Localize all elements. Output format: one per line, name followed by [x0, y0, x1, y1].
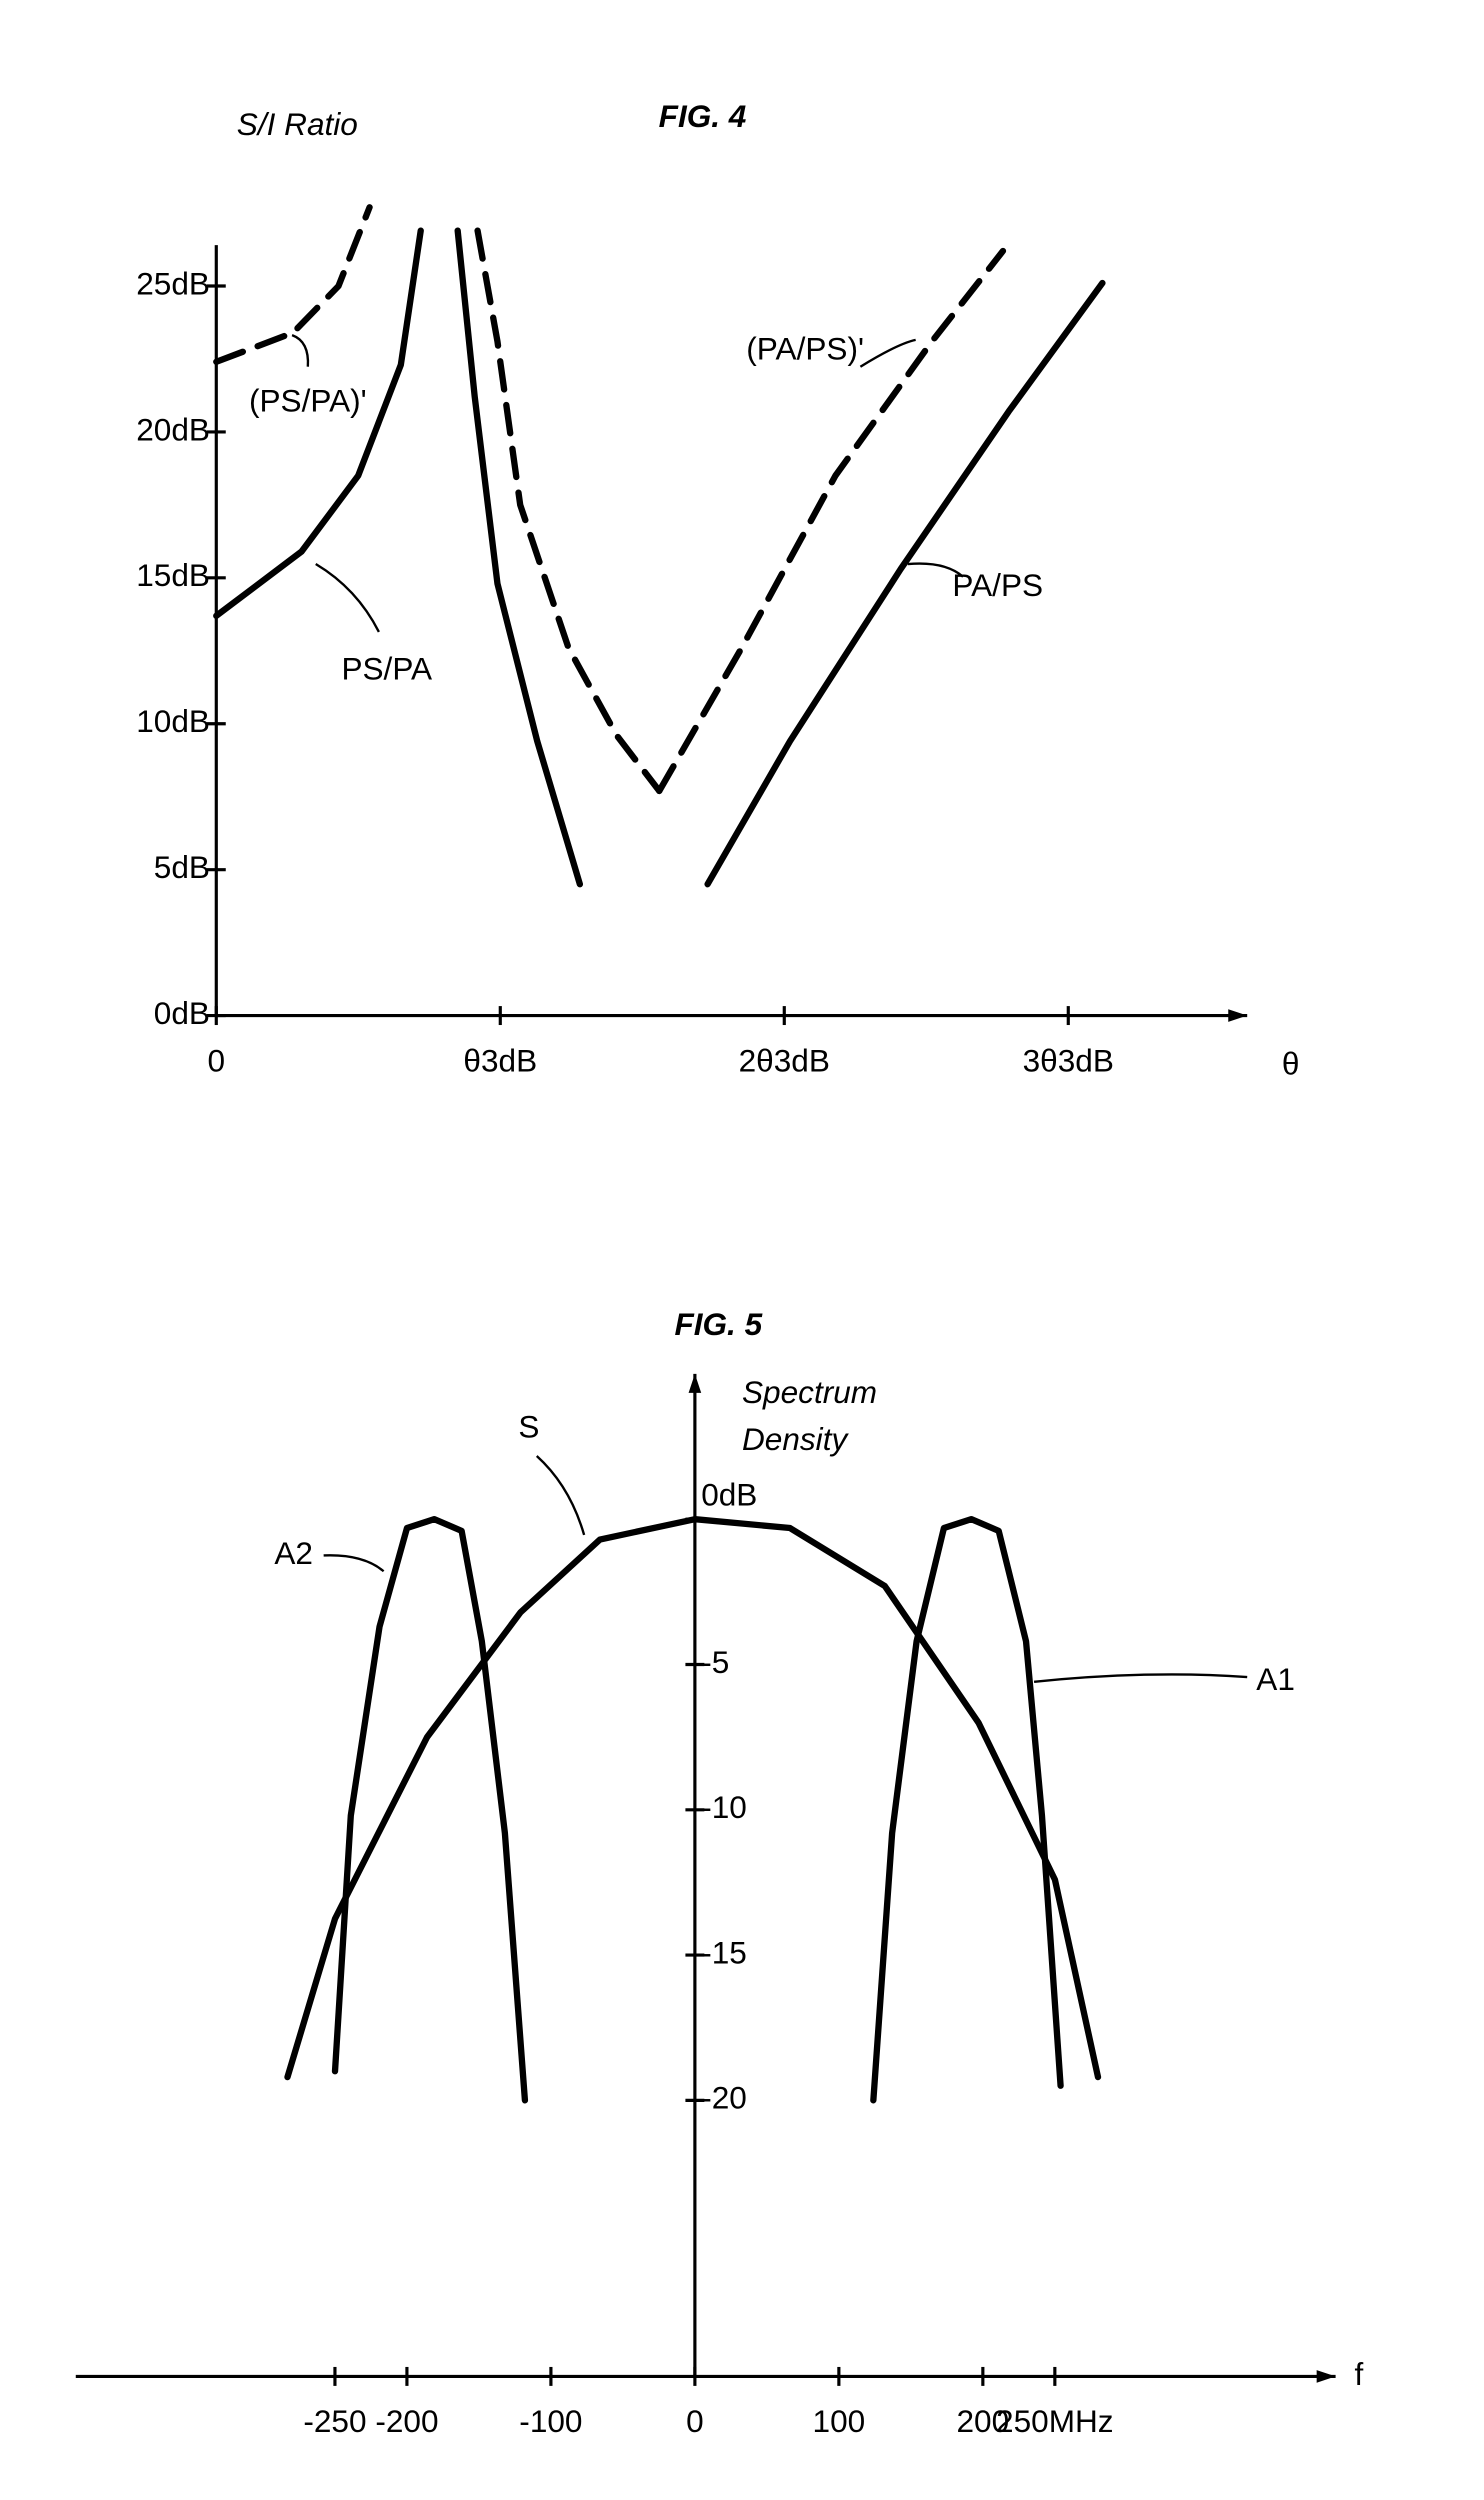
y-tick-label: -15	[701, 1934, 747, 1970]
y-tick-label: 10dB	[136, 703, 210, 739]
series-label: (PS/PA)'	[249, 382, 367, 418]
y-tick-label: 0dB	[701, 1476, 757, 1512]
x-tick-label: 200	[957, 2403, 1010, 2439]
y-tick-label: -20	[701, 2080, 747, 2116]
y-tick-label: 15dB	[136, 557, 210, 593]
series-line	[331, 1516, 529, 2104]
y-tick-label: 0dB	[154, 995, 210, 1031]
x-tick-label: 250MHz	[996, 2403, 1114, 2439]
x-tick-label: 3θ3dB	[1023, 1042, 1114, 1078]
series-line	[656, 247, 1007, 795]
x-tick-label: -250	[303, 2403, 366, 2439]
y-tick-label: -10	[701, 1789, 747, 1825]
y-tick-label: 20dB	[136, 411, 210, 447]
leader-line	[907, 562, 964, 578]
leader-line	[535, 1455, 586, 1536]
x-tick-label: -100	[519, 2403, 582, 2439]
y-tick-label: -5	[701, 1644, 729, 1680]
chart-title: FIG. 5	[674, 1306, 762, 1342]
y-tick-label: 25dB	[136, 265, 210, 301]
y-axis-label: S/I Ratio	[237, 106, 358, 142]
y-tick-label: 5dB	[154, 849, 210, 885]
chart-title: FIG. 4	[659, 98, 747, 134]
y-axis-arrow	[688, 1373, 702, 1393]
x-axis-arrow	[1228, 1009, 1248, 1022]
series-line	[870, 1516, 1064, 2104]
series-line	[704, 279, 1106, 888]
series-label: S	[518, 1409, 539, 1445]
series-label: A2	[274, 1535, 313, 1571]
leader-line	[291, 334, 310, 367]
x-axis-arrow	[1316, 2370, 1336, 2383]
y-axis-label: Spectrum	[742, 1374, 877, 1410]
x-tick-label: -200	[375, 2403, 438, 2439]
leader-line	[859, 338, 916, 368]
series-label: PA/PS	[952, 567, 1043, 603]
leader-line	[323, 1554, 385, 1573]
x-tick-label: 100	[813, 2403, 866, 2439]
x-tick-label: 2θ3dB	[739, 1042, 830, 1078]
leader-line	[1033, 1673, 1248, 1683]
x-axis-label: f	[1355, 2356, 1364, 2392]
series-line	[213, 227, 584, 888]
x-tick-label: 0	[208, 1042, 226, 1078]
series-label: PS/PA	[341, 651, 432, 687]
series-label: A1	[1256, 1661, 1295, 1697]
x-tick-label: θ3dB	[463, 1042, 537, 1078]
series-line	[284, 1516, 1102, 2081]
leader-line	[315, 563, 380, 633]
x-tick-label: 0	[686, 2403, 704, 2439]
series-line	[213, 204, 663, 795]
series-label: (PA/PS)'	[746, 330, 864, 366]
x-axis-label: θ	[1282, 1045, 1300, 1081]
y-axis-label: Density	[742, 1421, 849, 1457]
